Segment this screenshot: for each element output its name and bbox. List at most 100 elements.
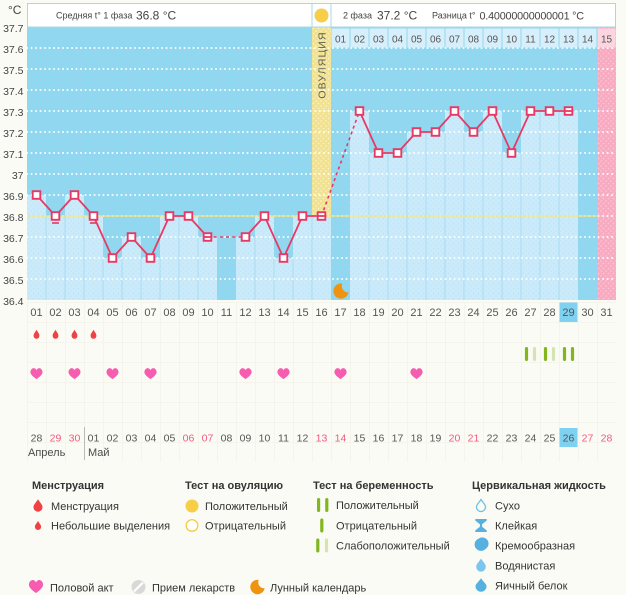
- svg-text:02: 02: [354, 35, 366, 46]
- svg-text:ОВУЛЯЦИЯ: ОВУЛЯЦИЯ: [317, 31, 329, 98]
- svg-text:05: 05: [164, 433, 176, 445]
- svg-text:11: 11: [525, 35, 536, 46]
- svg-text:Положительный: Положительный: [336, 500, 419, 512]
- svg-text:03: 03: [68, 307, 80, 319]
- svg-text:05: 05: [411, 35, 423, 46]
- svg-text:Яичный белок: Яичный белок: [495, 581, 568, 593]
- svg-text:22: 22: [487, 433, 499, 445]
- svg-text:04: 04: [87, 307, 99, 319]
- svg-text:Отрицательный: Отрицательный: [336, 521, 417, 533]
- svg-text:Слабоположительный: Слабоположительный: [336, 541, 450, 553]
- svg-text:19: 19: [430, 433, 442, 445]
- svg-text:23: 23: [506, 433, 518, 445]
- svg-text:13: 13: [563, 35, 575, 46]
- svg-text:24: 24: [467, 307, 479, 319]
- svg-text:2 фаза: 2 фаза: [343, 11, 372, 21]
- svg-text:02: 02: [107, 433, 119, 445]
- svg-text:02: 02: [49, 307, 61, 319]
- svg-text:36.5: 36.5: [3, 275, 24, 287]
- svg-text:Разница t°: Разница t°: [432, 11, 476, 21]
- svg-text:°C: °C: [8, 3, 22, 17]
- svg-text:Отрицательный: Отрицательный: [205, 521, 286, 533]
- svg-text:08: 08: [468, 35, 480, 46]
- svg-text:Май: Май: [88, 447, 110, 459]
- svg-text:10: 10: [259, 433, 271, 445]
- svg-text:06: 06: [183, 433, 195, 445]
- svg-text:10: 10: [201, 307, 213, 319]
- svg-text:Цервикальная жидкость: Цервикальная жидкость: [472, 480, 606, 492]
- svg-text:01: 01: [335, 35, 347, 46]
- svg-text:01: 01: [30, 307, 42, 319]
- svg-text:17: 17: [392, 433, 404, 445]
- svg-text:Менструация: Менструация: [32, 480, 104, 492]
- svg-text:04: 04: [145, 433, 157, 445]
- svg-text:10: 10: [506, 35, 518, 46]
- svg-text:36.8 °C: 36.8 °C: [136, 8, 176, 22]
- svg-text:Лунный календарь: Лунный календарь: [270, 583, 367, 595]
- svg-text:04: 04: [392, 35, 404, 46]
- svg-text:03: 03: [373, 35, 385, 46]
- svg-text:37: 37: [12, 170, 24, 182]
- svg-text:37.1: 37.1: [3, 149, 24, 161]
- svg-text:14: 14: [277, 307, 289, 319]
- svg-text:18: 18: [353, 307, 365, 319]
- svg-text:07: 07: [202, 433, 214, 445]
- svg-text:36.4: 36.4: [3, 296, 24, 308]
- svg-text:15: 15: [354, 433, 366, 445]
- svg-text:25: 25: [486, 307, 498, 319]
- svg-text:26: 26: [505, 307, 517, 319]
- svg-text:28: 28: [31, 433, 43, 445]
- svg-text:05: 05: [106, 307, 118, 319]
- svg-text:26: 26: [563, 433, 575, 445]
- svg-text:30: 30: [69, 433, 81, 445]
- svg-text:Кремообразная: Кремообразная: [495, 541, 575, 553]
- svg-text:16: 16: [373, 433, 385, 445]
- svg-text:37.2 °C: 37.2 °C: [377, 8, 417, 22]
- svg-text:27: 27: [524, 307, 536, 319]
- svg-text:15: 15: [296, 307, 308, 319]
- svg-text:29: 29: [562, 307, 574, 319]
- svg-text:20: 20: [449, 433, 461, 445]
- svg-text:25: 25: [544, 433, 556, 445]
- svg-text:Менструация: Менструация: [51, 501, 119, 513]
- svg-text:0.40000000000001 °C: 0.40000000000001 °C: [480, 10, 585, 22]
- svg-text:14: 14: [335, 433, 347, 445]
- svg-text:22: 22: [429, 307, 441, 319]
- svg-text:03: 03: [126, 433, 138, 445]
- svg-text:13: 13: [316, 433, 328, 445]
- svg-text:06: 06: [430, 35, 442, 46]
- svg-text:Половой акт: Половой акт: [50, 583, 114, 595]
- svg-text:12: 12: [544, 35, 556, 46]
- svg-text:01: 01: [88, 433, 100, 445]
- svg-text:37.5: 37.5: [3, 65, 24, 77]
- svg-text:20: 20: [391, 307, 403, 319]
- svg-text:14: 14: [582, 35, 594, 46]
- svg-text:Водянистая: Водянистая: [495, 561, 555, 573]
- svg-text:37.7: 37.7: [3, 23, 24, 35]
- svg-text:28: 28: [601, 433, 613, 445]
- svg-text:07: 07: [144, 307, 156, 319]
- svg-text:Средняя t° 1 фаза: Средняя t° 1 фаза: [56, 11, 132, 21]
- svg-text:36.6: 36.6: [3, 254, 24, 266]
- svg-text:08: 08: [221, 433, 233, 445]
- svg-text:13: 13: [258, 307, 270, 319]
- svg-text:18: 18: [411, 433, 423, 445]
- svg-text:11: 11: [221, 307, 232, 319]
- svg-text:21: 21: [468, 433, 480, 445]
- svg-text:12: 12: [297, 433, 309, 445]
- svg-text:15: 15: [601, 35, 613, 46]
- svg-text:29: 29: [50, 433, 62, 445]
- svg-text:36.8: 36.8: [3, 212, 24, 224]
- svg-text:21: 21: [410, 307, 422, 319]
- svg-text:Сухо: Сухо: [495, 501, 520, 513]
- svg-text:Положительный: Положительный: [205, 501, 288, 513]
- svg-text:07: 07: [449, 35, 461, 46]
- svg-text:19: 19: [372, 307, 384, 319]
- svg-text:31: 31: [600, 307, 612, 319]
- svg-text:09: 09: [240, 433, 252, 445]
- svg-text:Прием лекарств: Прием лекарств: [152, 583, 235, 595]
- svg-text:11: 11: [278, 433, 289, 445]
- svg-text:30: 30: [581, 307, 593, 319]
- svg-text:06: 06: [125, 307, 137, 319]
- svg-text:Клейкая: Клейкая: [495, 521, 537, 533]
